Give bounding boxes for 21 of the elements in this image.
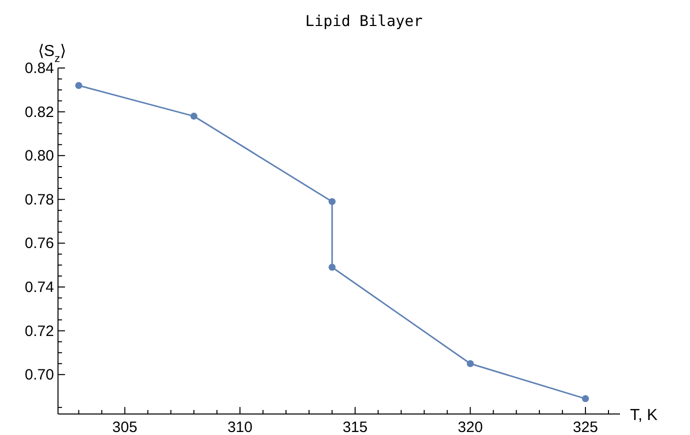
y-tick-label: 0.72: [24, 322, 54, 340]
point: [328, 198, 336, 206]
point: [582, 395, 589, 402]
point: [466, 360, 474, 368]
y-tick-label: 0.70: [24, 366, 54, 384]
chart-title: Lipid Bilayer: [305, 12, 423, 30]
x-tick-label: 325: [572, 419, 598, 435]
x-tick-label: 315: [342, 419, 368, 435]
y-tick-label: 0.78: [24, 191, 54, 208]
point: [75, 82, 82, 90]
y-tick-label: 0.82: [24, 104, 54, 121]
point: [328, 264, 336, 271]
x-tick-label: 320: [458, 419, 483, 435]
x-tick-label: 305: [112, 419, 138, 435]
y-tick-label: 0.76: [24, 235, 54, 252]
y-tick-label: 0.74: [24, 278, 54, 296]
y-tick-label: 0.80: [24, 148, 54, 165]
point: [190, 112, 198, 120]
x-tick-label: 310: [227, 419, 252, 435]
y-tick-label: 0.84: [24, 60, 54, 77]
x-axis-title: T, K: [630, 407, 658, 424]
